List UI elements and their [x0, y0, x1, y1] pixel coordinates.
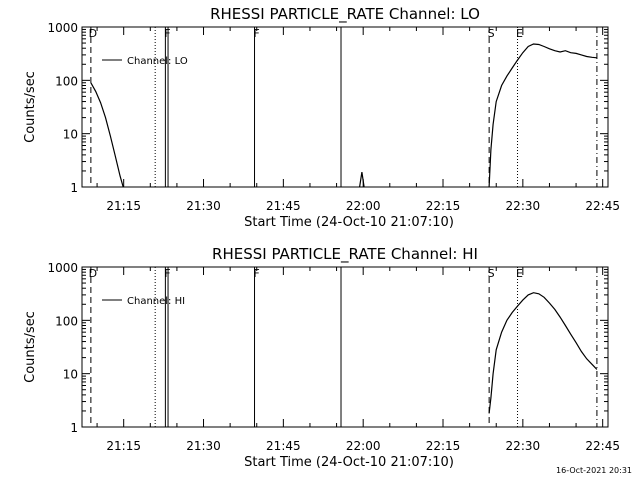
chart-1-x-axis-label: Start Time (24-Oct-10 21:07:10)	[244, 215, 454, 230]
chart-2-x-tick-label: 21:15	[106, 439, 141, 453]
chart-2-x-tick-label: 21:45	[266, 439, 301, 453]
chart-2-title: RHESSI PARTICLE_RATE Channel: HI	[212, 245, 478, 264]
chart-1-title: RHESSI PARTICLE_RATE Channel: LO	[210, 5, 480, 24]
chart-1-series-line	[359, 172, 365, 188]
chart-1-x-tick-label: 22:45	[585, 199, 620, 213]
chart-2-marker-label: F	[253, 267, 259, 280]
chart-2-y-tick-label: 10	[63, 368, 78, 382]
chart-2-y-axis-label: Counts/sec	[23, 311, 38, 383]
chart-2-x-axis-label: Start Time (24-Oct-10 21:07:10)	[244, 455, 454, 470]
chart-2-x-tick-label: 22:00	[346, 439, 381, 453]
chart-1-series-line	[90, 82, 124, 188]
chart-1-y-tick-label: 100	[55, 74, 78, 88]
chart-2-marker-label: F	[164, 267, 170, 280]
chart-1-y-tick-label: 1	[70, 181, 78, 195]
chart-1-marker-label: D	[89, 27, 97, 40]
chart-2-marker-label: S	[488, 267, 495, 280]
chart-2-x-tick-label: 22:15	[426, 439, 461, 453]
chart-1-x-tick-label: 21:15	[106, 199, 141, 213]
chart-1-plot-frame	[81, 26, 609, 188]
chart-2-legend-label: Channel: HI	[127, 296, 185, 307]
chart-1: RHESSI PARTICLE_RATE Channel: LO 1 10 100 10…	[23, 5, 620, 230]
chart-2-x-tick-label: 22:45	[585, 439, 620, 453]
chart-2-x-tick-label: 21:30	[186, 439, 221, 453]
chart-2: RHESSI PARTICLE_RATE Channel: HI 1 10 100 10…	[23, 245, 620, 470]
chart-2-y-tick-label: 1000	[47, 261, 78, 275]
footer-timestamp: 16-Oct-2021 20:31	[556, 466, 632, 475]
chart-1-marker-label: E	[516, 27, 523, 40]
chart-2-series-line	[488, 292, 598, 414]
chart-2-x-tick-label: 22:30	[506, 439, 541, 453]
chart-1-x-tick-label: 21:30	[186, 199, 221, 213]
chart-1-marker-label: S	[488, 27, 495, 40]
chart-2-marker-label: D	[89, 267, 97, 280]
chart-1-marker-label: F	[253, 27, 259, 40]
chart-2-y-tick-label: 1	[70, 421, 78, 435]
chart-1-y-tick-label: 1000	[47, 21, 78, 35]
chart-2-plot-frame	[81, 266, 609, 428]
chart-1-legend-label: Channel: LO	[127, 56, 188, 67]
chart-1-x-tick-label: 22:15	[426, 199, 461, 213]
chart-2-marker-label: E	[516, 267, 523, 280]
chart-1-x-tick-label: 22:00	[346, 199, 381, 213]
chart-1-y-axis-label: Counts/sec	[23, 71, 38, 143]
chart-1-x-tick-label: 22:30	[506, 199, 541, 213]
chart-1-series-line	[488, 43, 597, 188]
chart-1-marker-label: F	[164, 27, 170, 40]
chart-1-x-tick-label: 21:45	[266, 199, 301, 213]
chart-2-y-tick-label: 100	[55, 314, 78, 328]
chart-1-y-tick-label: 10	[63, 128, 78, 142]
